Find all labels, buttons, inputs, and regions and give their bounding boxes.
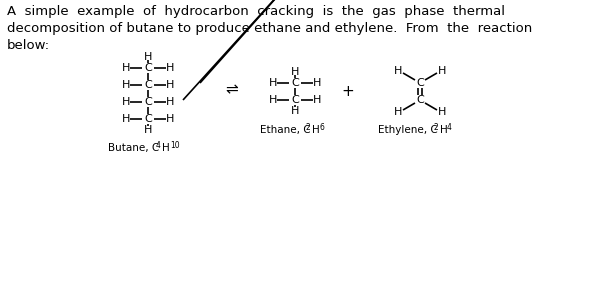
Text: H: H — [166, 97, 174, 107]
Text: H: H — [291, 106, 299, 116]
Text: H: H — [313, 78, 321, 88]
Text: H: H — [438, 107, 446, 117]
Text: 2: 2 — [434, 123, 438, 132]
Text: C: C — [291, 78, 299, 88]
Text: A  simple  example  of  hydrocarbon  cracking  is  the  gas  phase  thermal: A simple example of hydrocarbon cracking… — [7, 5, 505, 18]
Text: H: H — [144, 52, 152, 62]
Text: decomposition of butane to produce ethane and ethylene.  From  the  reaction: decomposition of butane to produce ethan… — [7, 22, 532, 35]
Text: C: C — [291, 95, 299, 105]
Text: H: H — [313, 95, 321, 105]
Text: H: H — [122, 97, 130, 107]
Text: H: H — [394, 107, 402, 117]
Text: Ethane, C: Ethane, C — [260, 125, 311, 135]
Text: 4: 4 — [447, 123, 452, 132]
Text: H: H — [394, 66, 402, 76]
Text: 4: 4 — [156, 141, 161, 150]
Text: H: H — [162, 143, 170, 153]
Text: H: H — [122, 80, 130, 90]
Text: C: C — [144, 63, 152, 73]
Text: C: C — [144, 80, 152, 90]
Text: ⇌: ⇌ — [226, 83, 239, 98]
Text: 6: 6 — [319, 123, 324, 132]
Text: H: H — [166, 114, 174, 124]
Text: Butane, C: Butane, C — [108, 143, 159, 153]
Text: H: H — [269, 95, 277, 105]
Text: 2: 2 — [306, 123, 311, 132]
Text: below:: below: — [7, 39, 50, 52]
Text: H: H — [144, 125, 152, 135]
Text: Ethylene, C: Ethylene, C — [378, 125, 438, 135]
Text: H: H — [440, 125, 448, 135]
Text: H: H — [122, 63, 130, 73]
Text: C: C — [144, 97, 152, 107]
Text: H: H — [166, 80, 174, 90]
Text: H: H — [269, 78, 277, 88]
Text: C: C — [416, 95, 424, 105]
Text: H: H — [438, 66, 446, 76]
Text: H: H — [122, 114, 130, 124]
Text: 10: 10 — [170, 141, 180, 150]
Text: +: + — [341, 83, 354, 98]
Text: C: C — [416, 78, 424, 88]
Text: H: H — [166, 63, 174, 73]
Text: C: C — [144, 114, 152, 124]
Text: H: H — [291, 67, 299, 77]
Text: H: H — [312, 125, 320, 135]
